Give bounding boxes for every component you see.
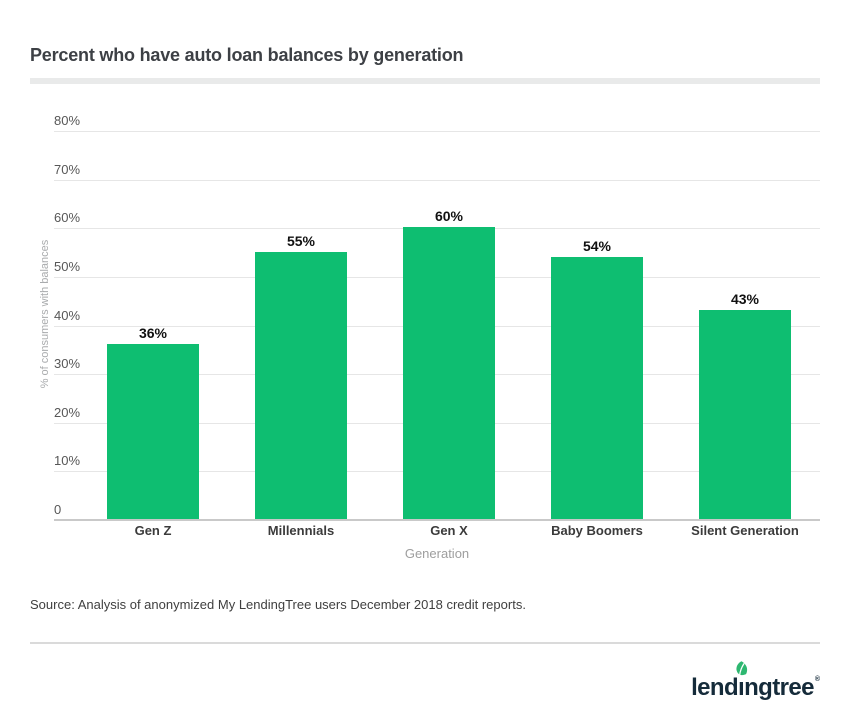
gridline (54, 180, 820, 181)
footer-divider (30, 642, 820, 644)
wordmark-dotless-i: ı (738, 674, 745, 701)
bar (403, 227, 495, 519)
bar-value-label: 43% (730, 291, 760, 307)
page-title: Percent who have auto loan balances by g… (30, 45, 464, 65)
wordmark-post: ngtree (744, 674, 814, 701)
y-tick-label: 20% (54, 405, 81, 420)
x-axis-label: Generation (404, 546, 470, 561)
bar-value-label: 54% (582, 238, 612, 254)
title-divider (30, 78, 820, 84)
bar-value-label: 60% (434, 208, 464, 224)
logo-wordmark: lendıngtree (691, 674, 814, 701)
bar-value-label: 36% (138, 325, 168, 341)
y-tick-label: 10% (54, 453, 81, 468)
y-tick-label: 80% (54, 113, 81, 128)
source-text: Source: Analysis of anonymized My Lendin… (30, 597, 526, 612)
category-label: Silent Generation (691, 523, 799, 538)
category-label: Gen Z (134, 523, 172, 538)
registered-mark: ® (814, 676, 820, 683)
wordmark-pre: lend (691, 674, 739, 701)
y-tick-label: 60% (54, 210, 81, 225)
bar (107, 344, 199, 519)
category-label: Baby Boomers (551, 523, 643, 538)
lendingtree-logo: lendıngtree® (691, 661, 820, 704)
bar (255, 252, 347, 519)
category-label: Millennials (267, 523, 335, 538)
category-label: Gen X (430, 523, 468, 538)
y-tick-label: 40% (54, 308, 81, 323)
y-tick-label: 0 (54, 502, 62, 517)
gridline (54, 131, 820, 132)
bar (699, 310, 791, 519)
x-axis-baseline (54, 519, 820, 521)
y-tick-label: 30% (54, 356, 81, 371)
bar (551, 257, 643, 519)
y-axis-label: % of consumers with balances (39, 239, 51, 389)
bar-value-label: 55% (286, 233, 316, 249)
y-tick-label: 70% (54, 162, 81, 177)
leaf-icon (736, 661, 748, 677)
y-tick-label: 50% (54, 259, 81, 274)
